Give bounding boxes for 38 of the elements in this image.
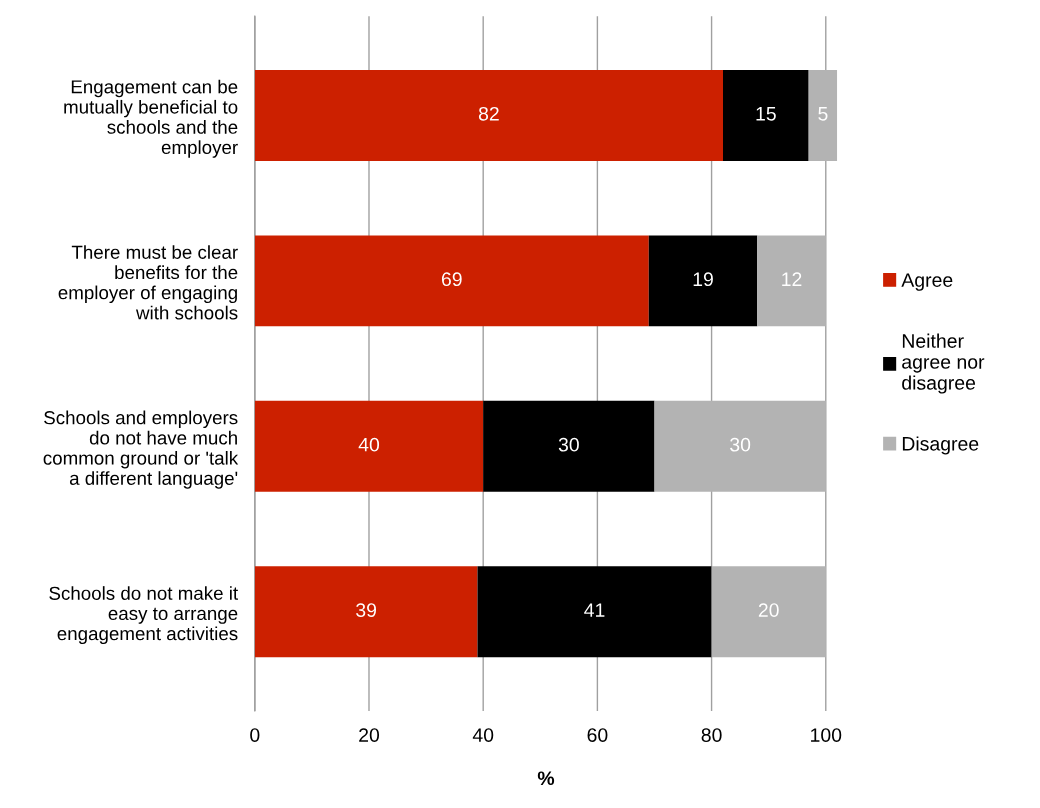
bar: [483, 400, 655, 492]
y-tick-label: Schools and employers do not have much common ground or 'talk a different language': [43, 410, 239, 489]
data-label: 19: [693, 272, 713, 287]
bar: [808, 69, 838, 161]
y-tick-label: Engagement can be mutually beneficial to schools and the employer: [64, 79, 238, 158]
data-label: 82: [478, 106, 499, 121]
data-label: 15: [756, 107, 776, 121]
x-axis-title: %: [537, 771, 555, 786]
y-tick-label: Schools do not make it easy to arrange engagement activities: [49, 586, 239, 645]
x-tick-label: 60: [587, 728, 608, 742]
data-label: 12: [782, 272, 802, 286]
bar: [254, 235, 649, 327]
bar: [723, 69, 809, 161]
data-label: 40: [358, 437, 380, 452]
x-tick-label: 80: [701, 728, 722, 742]
data-label: 30: [730, 437, 751, 452]
x-tick-label: 20: [359, 728, 380, 742]
legend-label: Neither agree nor disagree: [902, 333, 985, 394]
data-label: 5: [818, 107, 828, 121]
x-tick-label: 100: [811, 728, 842, 742]
bar: [757, 235, 826, 327]
bar: [477, 566, 712, 658]
bar: [254, 566, 478, 658]
bar: [254, 400, 484, 492]
bar: [711, 566, 826, 658]
legend-label: Disagree: [902, 436, 979, 455]
data-label: 41: [584, 603, 605, 617]
bar: [254, 69, 723, 161]
x-tick-label: 40: [472, 728, 494, 742]
x-tick-label: 0: [250, 728, 260, 742]
y-tick-label: There must be clear benefits for the employer of engaging with schools: [58, 245, 238, 320]
data-label: 20: [758, 603, 779, 617]
bar: [654, 400, 826, 492]
bar: [648, 235, 758, 327]
legend-label: Agree: [901, 273, 953, 291]
data-label: 69: [441, 272, 462, 287]
data-label: 30: [558, 437, 579, 452]
data-label: 39: [356, 603, 377, 617]
